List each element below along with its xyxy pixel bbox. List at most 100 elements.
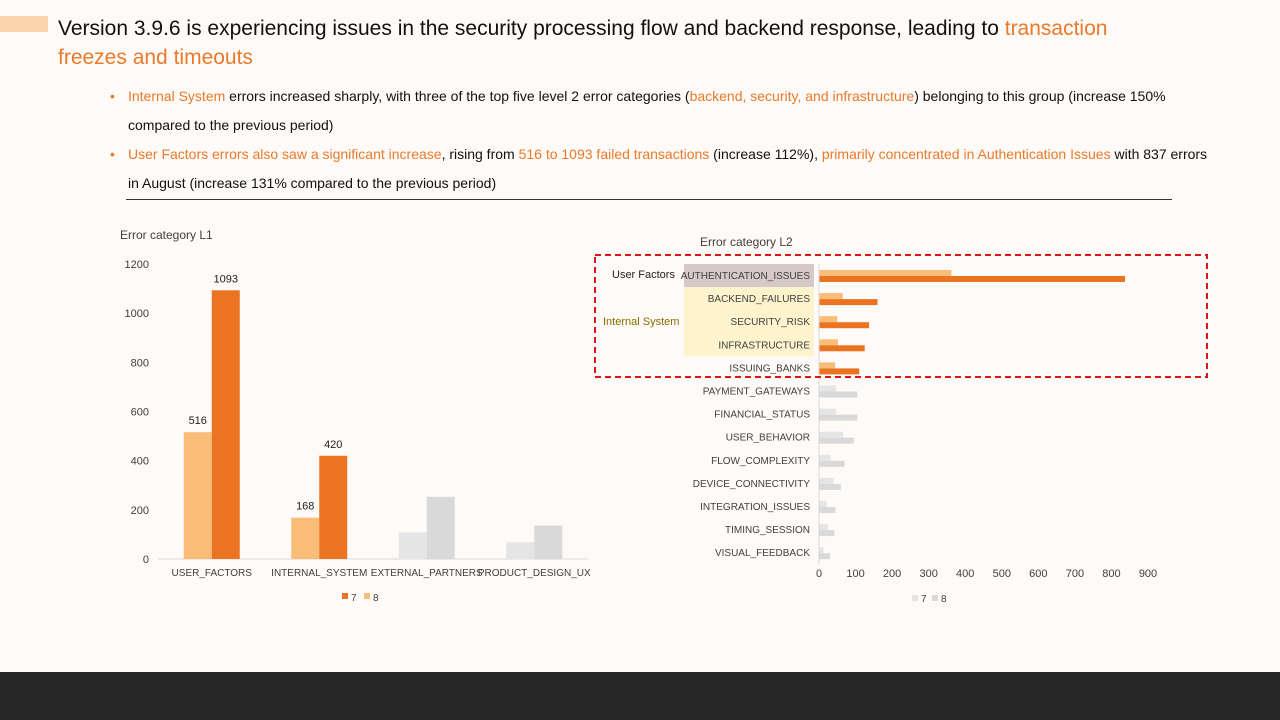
divider-line xyxy=(126,199,1172,200)
chart2-bar-7 xyxy=(819,345,865,352)
chart1-data-label: 1093 xyxy=(214,273,238,285)
bullet-user-factors: • User Factors errors also saw a signific… xyxy=(110,140,1210,198)
bullet-internal-system: • Internal System errors increased sharpl… xyxy=(110,82,1210,140)
chart1-bar-7 xyxy=(534,525,563,559)
chart2-y-tick: AUTHENTICATION_ISSUES xyxy=(681,271,811,282)
chart1-legend-swatch-7 xyxy=(342,593,348,599)
bullet-2-seg1: User Factors errors also saw a significa… xyxy=(128,146,442,162)
chart2-y-tick: INFRASTRUCTURE xyxy=(718,340,810,351)
chart2-bar-7 xyxy=(819,507,836,513)
chart2-x-tick: 100 xyxy=(846,568,864,580)
bullet-icon: • xyxy=(110,88,115,104)
bullet-2-seg6: with 837 errors in August (increase 131%… xyxy=(128,146,1208,191)
group-bg-internal-system xyxy=(684,287,814,357)
chart1-x-tick: USER_FACTORS xyxy=(172,568,253,579)
chart1-y-tick: 1000 xyxy=(125,308,149,320)
chart2-bar-7 xyxy=(819,322,870,329)
chart1-bar-8 xyxy=(506,542,535,559)
highlight-dashed-box xyxy=(594,254,1208,378)
chart2-x-tick: 400 xyxy=(956,568,974,580)
chart2-legend-swatch-8 xyxy=(932,595,938,601)
chart2-bar-8 xyxy=(819,501,827,507)
chart2-x-tick: 500 xyxy=(993,568,1011,580)
chart1-legend-label-8: 8 xyxy=(373,593,379,604)
chart2-bar-8 xyxy=(819,408,836,415)
chart2-bar-8 xyxy=(819,524,828,531)
chart2-bar-8 xyxy=(819,316,838,323)
bullet-2-seg5: primarily concentrated in Authentication… xyxy=(821,146,1111,162)
chart2-bar-8 xyxy=(819,385,836,392)
chart2-x-tick: 600 xyxy=(1029,568,1047,580)
chart2-y-tick: ISSUING_BANKS xyxy=(729,363,810,374)
chart2-legend-swatch-7 xyxy=(912,595,918,601)
chart1-y-tick: 600 xyxy=(131,407,149,419)
chart2-bar-8 xyxy=(819,293,843,300)
group-bg-user-factors xyxy=(684,264,814,288)
chart2-bar-8 xyxy=(819,431,844,438)
chart2-title: Error category L2 xyxy=(700,235,793,249)
chart2-y-tick: FLOW_COMPLEXITY xyxy=(711,456,810,467)
bullet-1-seg4: ) belonging to this group (increase 150%… xyxy=(128,88,1166,133)
chart1-legend-label-7: 7 xyxy=(351,593,357,604)
chart2-bar-8 xyxy=(819,339,839,346)
chart1-bar-7 xyxy=(211,290,240,559)
footer-bar xyxy=(0,672,1280,720)
chart2-bar-7 xyxy=(819,460,845,467)
chart1-y-tick: 800 xyxy=(131,357,149,369)
title-text: Version 3.9.6 is experiencing issues in … xyxy=(58,17,1005,40)
bullet-icon: • xyxy=(110,146,115,162)
chart2-y-tick: FINANCIAL_STATUS xyxy=(714,410,810,421)
summary-bullets: • Internal System errors increased sharpl… xyxy=(110,82,1210,198)
chart1-y-tick: 200 xyxy=(131,505,149,517)
chart2-x-tick: 900 xyxy=(1139,568,1157,580)
chart2-bar-7 xyxy=(819,299,878,306)
chart2-y-tick: PAYMENT_GATEWAYS xyxy=(703,387,811,398)
chart2-bar-7 xyxy=(819,414,858,421)
chart1-legend-swatch-8 xyxy=(364,593,370,599)
chart2-bar-8 xyxy=(819,362,836,369)
bullet-2-seg3: 516 to 1093 failed transactions xyxy=(518,146,710,162)
bullet-1-seg2: errors increased sharply, with three of … xyxy=(225,88,690,104)
chart1-data-label: 516 xyxy=(189,415,207,427)
chart2-bar-8 xyxy=(819,454,831,461)
chart1-bar-8 xyxy=(291,517,320,559)
charts-canvas: Error category L102004006008001000120051… xyxy=(120,228,1208,605)
chart1-x-tick: PRODUCT_DESIGN_UX xyxy=(478,568,591,579)
title-highlight: transaction freezes and timeouts xyxy=(58,17,1108,69)
page-title: Version 3.9.6 is experiencing issues in … xyxy=(58,14,1178,72)
chart2-bar-7 xyxy=(819,553,830,560)
chart2-y-tick: INTEGRATION_ISSUES xyxy=(700,502,810,513)
chart1-data-label: 420 xyxy=(324,439,342,451)
chart2-bar-7 xyxy=(819,530,835,537)
chart2-y-tick: SECURITY_RISK xyxy=(731,317,811,328)
chart1-y-tick: 0 xyxy=(143,554,149,566)
chart2-y-tick: TIMING_SESSION xyxy=(725,525,810,536)
chart2-bar-7 xyxy=(819,276,1125,282)
bullet-1-seg3: backend, security, and infrastructure xyxy=(689,88,915,104)
chart2-bar-7 xyxy=(819,437,854,444)
bullet-2-seg2: , rising from xyxy=(441,146,519,162)
chart2-y-tick: VISUAL_FEEDBACK xyxy=(715,548,810,559)
chart1-x-tick: EXTERNAL_PARTNERS xyxy=(371,568,483,579)
title-accent-bar xyxy=(0,16,48,32)
chart1-y-tick: 1200 xyxy=(125,259,149,271)
chart2-x-tick: 0 xyxy=(816,568,822,580)
bullet-2-seg4: (increase 112%), xyxy=(709,146,822,162)
chart2-y-tick: USER_BEHAVIOR xyxy=(726,433,810,444)
chart2-y-tick: DEVICE_CONNECTIVITY xyxy=(693,479,811,490)
chart1-bar-7 xyxy=(426,496,455,559)
chart2-bar-7 xyxy=(819,483,841,490)
group-label-user-factors: User Factors xyxy=(612,269,675,281)
chart1-bar-8 xyxy=(183,432,212,559)
chart1-bar-8 xyxy=(398,532,427,559)
chart2-legend-label-8: 8 xyxy=(941,594,947,605)
chart2-bar-7 xyxy=(819,391,858,398)
bullet-1-seg1: Internal System xyxy=(128,88,226,104)
chart2-bar-8 xyxy=(819,270,952,276)
chart2-bar-7 xyxy=(819,368,860,375)
chart2-x-tick: 700 xyxy=(1066,568,1084,580)
chart1-title: Error category L1 xyxy=(120,228,213,242)
chart1-y-tick: 400 xyxy=(131,456,149,468)
chart2-x-tick: 200 xyxy=(883,568,901,580)
chart1-data-label: 168 xyxy=(296,501,314,513)
